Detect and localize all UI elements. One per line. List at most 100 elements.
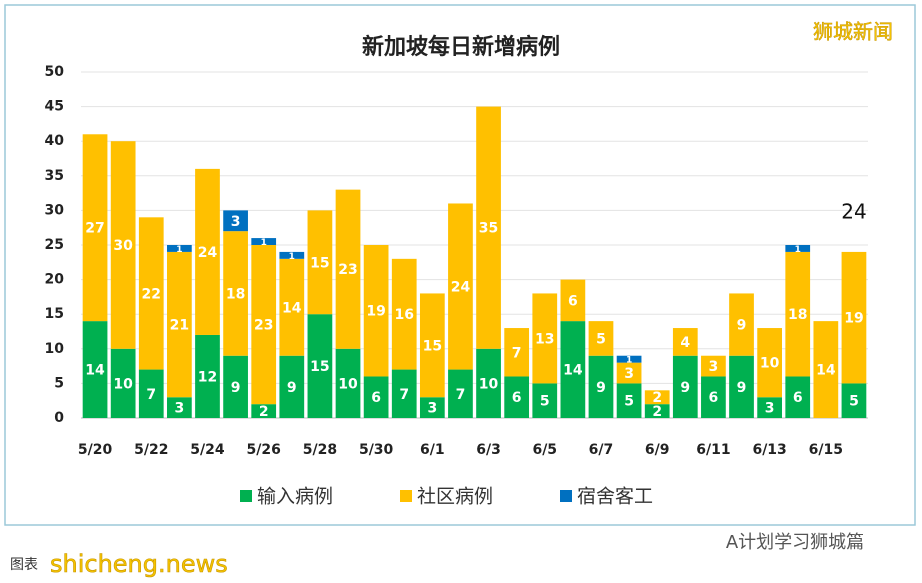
legend-label: 社区病例 xyxy=(417,486,493,508)
bar-segment xyxy=(279,251,305,259)
x-tick-label: 5/26 xyxy=(247,442,281,458)
data-label: 16 xyxy=(394,307,413,323)
data-label: 4 xyxy=(680,335,690,351)
y-tick-label: 5 xyxy=(54,375,64,391)
data-label: 7 xyxy=(512,345,522,361)
data-label: 3 xyxy=(709,359,719,375)
data-label: 10 xyxy=(479,376,499,392)
data-label: 1 xyxy=(176,245,182,255)
bar-segment xyxy=(729,355,754,418)
legend-swatch xyxy=(560,490,572,502)
y-tick-label: 30 xyxy=(45,202,65,218)
bar-segment xyxy=(363,376,389,418)
bar-segment xyxy=(251,245,277,405)
data-label: 5 xyxy=(596,331,606,347)
bar-segment xyxy=(616,362,642,384)
data-label: 19 xyxy=(844,311,863,327)
data-label: 9 xyxy=(231,380,241,396)
data-label: 3 xyxy=(765,401,775,417)
y-tick-label: 10 xyxy=(45,341,65,357)
data-label: 1 xyxy=(795,245,801,255)
bar-segment xyxy=(195,334,220,418)
bar-segment xyxy=(476,106,501,349)
bar-segment xyxy=(504,376,530,418)
annotation: 24 xyxy=(841,200,866,224)
bar-segment xyxy=(419,293,445,398)
x-tick-label: 5/30 xyxy=(359,442,394,458)
bar-segment xyxy=(307,314,333,418)
data-label: 22 xyxy=(142,286,161,302)
data-label: 3 xyxy=(231,214,241,230)
bar-segment xyxy=(279,355,305,418)
bar-segment xyxy=(223,355,248,418)
data-label: 14 xyxy=(282,300,302,316)
bar-segment xyxy=(251,404,277,418)
bar-segment xyxy=(391,369,417,418)
caption: 图表 xyxy=(10,557,38,573)
data-label: 15 xyxy=(310,255,329,271)
legend-label: 宿舍客工 xyxy=(577,486,653,508)
bar-segment xyxy=(448,369,473,418)
data-label: 9 xyxy=(737,380,747,396)
bar-segment xyxy=(448,203,473,370)
x-tick-label: 6/1 xyxy=(420,442,445,458)
data-label: 18 xyxy=(226,286,245,302)
bar-segment xyxy=(419,397,445,418)
bar-segment xyxy=(195,168,220,335)
bar-segment xyxy=(672,328,698,356)
data-label: 6 xyxy=(371,390,381,406)
x-tick-label: 6/15 xyxy=(809,442,843,458)
bar-segment xyxy=(307,210,333,315)
data-label: 15 xyxy=(423,338,442,354)
data-label: 6 xyxy=(512,390,522,406)
bar-segment xyxy=(616,355,642,363)
data-label: 14 xyxy=(563,363,583,379)
bar-segment xyxy=(785,245,811,252)
bar-segment xyxy=(701,355,726,377)
bar-segment xyxy=(363,245,389,377)
data-label: 7 xyxy=(399,387,409,403)
bar-segment xyxy=(167,397,192,418)
data-label: 1 xyxy=(261,238,267,248)
bar-segment xyxy=(279,258,305,356)
data-label: 9 xyxy=(737,318,747,334)
data-label: 9 xyxy=(287,380,297,396)
bar-segment xyxy=(251,238,277,245)
data-label: 7 xyxy=(456,387,466,403)
x-tick-label: 5/28 xyxy=(303,442,337,458)
bar-segment xyxy=(82,321,108,418)
data-label: 14 xyxy=(85,363,105,379)
bar-segment xyxy=(110,348,136,418)
data-label: 21 xyxy=(170,318,189,334)
watermark: shicheng.news xyxy=(50,550,228,578)
y-tick-label: 45 xyxy=(45,99,64,115)
data-label: 2 xyxy=(652,404,662,420)
data-label: 5 xyxy=(624,394,634,410)
bar-segment xyxy=(841,383,867,418)
x-tick-label: 5/24 xyxy=(190,442,225,458)
data-label: 3 xyxy=(624,366,634,382)
bar-segment xyxy=(757,397,782,418)
data-label: 3 xyxy=(427,401,437,417)
bar-segment xyxy=(729,293,754,356)
data-label: 6 xyxy=(709,390,719,406)
data-label: 14 xyxy=(816,363,836,379)
y-tick-label: 25 xyxy=(45,237,64,253)
data-label: 30 xyxy=(113,238,133,254)
bar-segment xyxy=(167,251,192,398)
data-label: 6 xyxy=(793,390,803,406)
data-label: 9 xyxy=(680,380,690,396)
bar-segment xyxy=(335,348,361,418)
data-label: 15 xyxy=(310,359,329,375)
data-label: 9 xyxy=(596,380,606,396)
data-label: 5 xyxy=(540,394,550,410)
watermark: A计划学习狮城篇 xyxy=(726,532,864,553)
chart-title: 新加坡每日新增病例 xyxy=(362,34,560,60)
data-label: 23 xyxy=(254,318,273,334)
bar-segment xyxy=(532,383,558,418)
data-label: 12 xyxy=(198,369,217,385)
bar-segment xyxy=(223,210,248,232)
data-label: 1 xyxy=(289,252,295,262)
data-label: 10 xyxy=(113,376,133,392)
